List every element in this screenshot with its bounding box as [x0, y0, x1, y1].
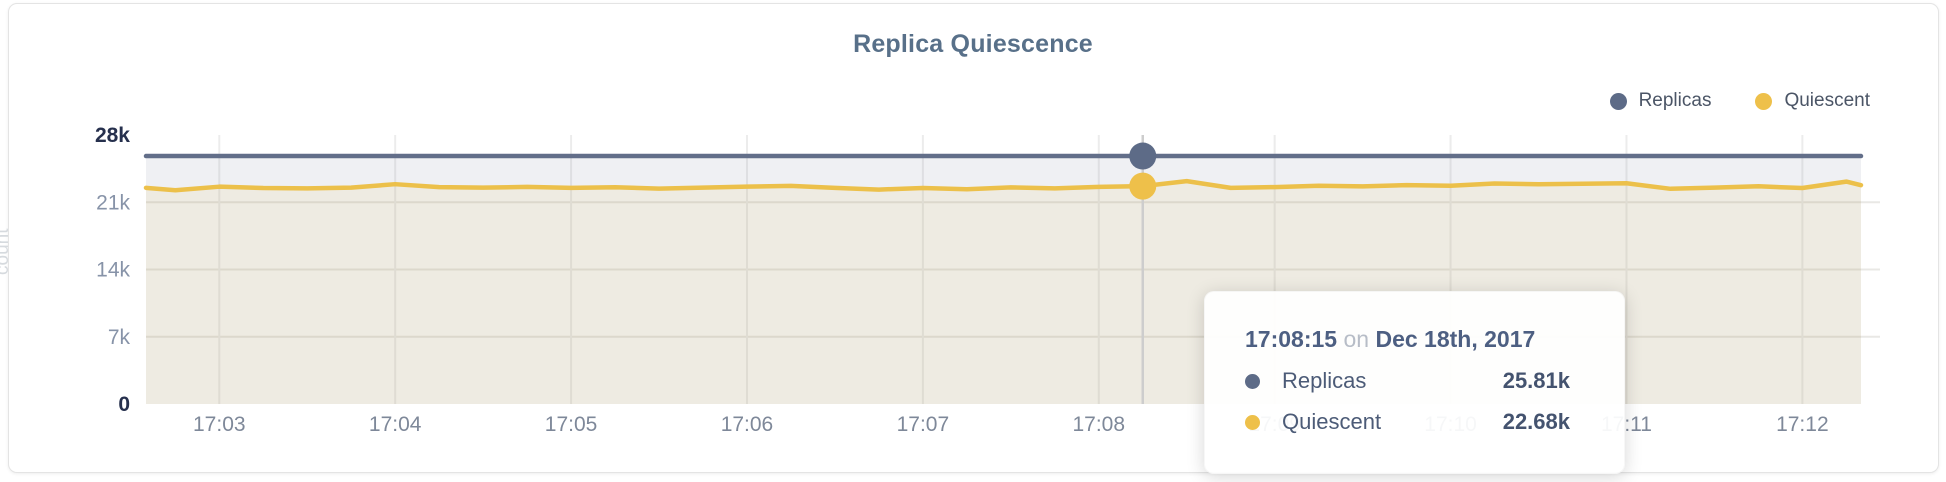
y-tick-label: 7k	[108, 326, 131, 349]
replicas-dot-icon	[1245, 373, 1260, 389]
quiescent-marker[interactable]	[1129, 172, 1157, 200]
replicas-marker[interactable]	[1129, 142, 1157, 170]
chart-legend: Replicas Quiescent	[1609, 90, 1870, 112]
y-tick-label: 28k	[95, 124, 130, 147]
x-tick-label: 17:03	[193, 413, 246, 436]
quiescent-line	[143, 178, 1864, 193]
x-tick-label: 17:08	[1072, 413, 1125, 436]
y-axis-title: count	[0, 228, 13, 275]
legend-item-quiescent[interactable]: Quiescent	[1755, 90, 1870, 112]
x-tick-label: 17:06	[721, 413, 774, 436]
legend-label: Quiescent	[1784, 90, 1870, 111]
y-tick-label: 14k	[96, 259, 130, 282]
x-tick-label: 17:07	[897, 413, 950, 436]
y-tick-label: 0	[118, 393, 130, 416]
tooltip-on-word: on	[1343, 326, 1370, 352]
tooltip-row-replicas: Replicas 25.81k	[1245, 368, 1570, 394]
legend-item-replicas[interactable]: Replicas	[1609, 90, 1712, 112]
replicas-legend-dot-icon	[1609, 92, 1627, 110]
hover-tooltip: 17:08:15 on Dec 18th, 2017 Replicas 25.8…	[1204, 291, 1625, 474]
tooltip-series-value: 25.81k	[1502, 368, 1570, 393]
y-tick-label: 21k	[96, 191, 130, 214]
chart-title: Replica Quiescence	[853, 30, 1093, 58]
x-tick-label: 17:12	[1776, 413, 1829, 436]
tooltip-series-label: Replicas	[1282, 368, 1367, 393]
tooltip-series-value: 22.68k	[1502, 409, 1570, 434]
quiescent-dot-icon	[1245, 414, 1260, 430]
quiescent-legend-dot-icon	[1755, 92, 1773, 110]
tooltip-time: 17:08:15	[1245, 326, 1338, 352]
x-tick-label: 17:05	[545, 413, 598, 436]
tooltip-timestamp: 17:08:15 on Dec 18th, 2017	[1245, 326, 1570, 353]
legend-label: Replicas	[1638, 90, 1712, 111]
x-tick-label: 17:04	[369, 413, 422, 436]
tooltip-date: Dec 18th, 2017	[1375, 326, 1536, 352]
tooltip-row-quiescent: Quiescent 22.68k	[1245, 409, 1570, 435]
tooltip-series-label: Quiescent	[1282, 409, 1382, 434]
